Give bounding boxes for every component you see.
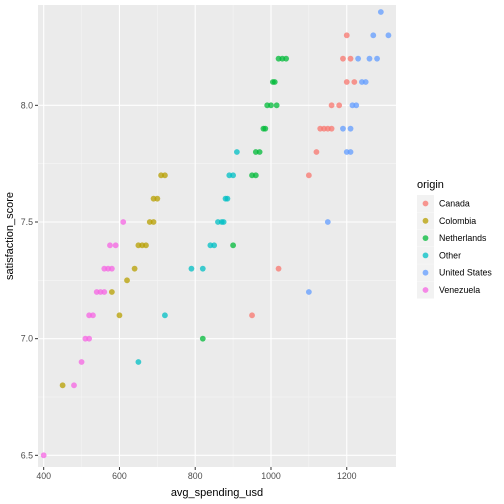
legend-label-colombia: Colombia [439,216,476,226]
point-united-states [324,219,331,225]
point-netherlands [269,79,276,85]
point-colombia [150,219,157,225]
legend-swatch-netherlands [422,235,429,242]
point-colombia [124,277,130,284]
point-venezuela [78,359,85,365]
point-venezuela [101,289,108,295]
point-colombia [162,172,168,179]
point-venezuela [107,242,113,249]
y-tick-label: 7.5 [21,217,33,227]
point-united-states [370,32,377,39]
legend: origin Canada Colombia Netherlands Other Uni… [417,179,492,299]
point-other [162,312,168,319]
point-colombia [143,242,149,249]
point-netherlands [262,125,269,132]
legend-label-other: Other [439,250,461,260]
point-other [233,149,240,155]
point-netherlands [230,242,237,249]
x-tick-label: 800 [188,471,203,481]
point-netherlands [268,102,274,109]
point-other [188,265,195,272]
point-united-states [355,55,362,62]
legend-label-netherlands: Netherlands [439,233,487,243]
x-tick-label: 400 [36,471,51,481]
x-tick-label: 1000 [261,471,281,481]
y-tick-label: 8.0 [21,100,33,110]
point-other [224,195,231,202]
x-axis-ticks: 400 600 800 1000 1200 [36,467,357,481]
point-canada [313,149,320,155]
legend-swatch-united-states [422,269,429,276]
point-venezuela [108,265,115,272]
point-canada [305,172,312,179]
point-united-states [374,55,380,62]
point-canada [351,79,358,85]
point-netherlands [283,55,290,62]
point-netherlands [199,335,206,342]
point-netherlands [273,102,280,109]
point-other [211,242,218,249]
point-venezuela [86,335,93,342]
point-other [220,219,227,225]
point-canada [275,265,282,272]
x-axis-title: avg_spending_usd [171,487,263,499]
point-united-states [340,125,346,132]
legend-swatch-venezuela [422,287,429,293]
point-united-states [362,79,369,85]
point-colombia [108,289,115,295]
point-colombia [116,312,123,319]
y-tick-label: 6.5 [21,450,33,460]
legend-label-united-states: United States [439,268,492,278]
point-united-states [353,102,360,109]
point-venezuela [120,219,127,225]
point-canada [336,102,343,109]
point-united-states [305,289,312,295]
point-netherlands [252,172,259,179]
point-venezuela [90,312,96,319]
legend-swatch-other [422,252,429,259]
point-united-states [385,32,392,39]
point-colombia [154,195,161,202]
y-tick-label: 7.0 [21,334,33,344]
point-canada [343,32,350,39]
y-axis-title: satisfaction_score [4,192,16,280]
y-axis-ticks: 6.5 7.0 7.5 8.0 [21,100,38,460]
point-other [135,359,142,365]
point-canada [347,55,354,62]
point-united-states [366,55,373,62]
point-united-states [347,125,354,132]
legend-swatch-canada [422,200,429,207]
grid-minor [38,5,396,467]
point-canada [340,55,346,62]
legend-swatch-colombia [422,217,429,224]
point-canada [249,312,255,319]
data-points [40,9,392,459]
x-tick-label: 1200 [337,471,357,481]
point-venezuela [71,382,77,389]
point-other [230,172,237,179]
point-venezuela [112,242,119,249]
x-tick-label: 600 [112,471,127,481]
point-other [199,265,206,272]
point-venezuela [40,452,47,459]
point-canada [328,102,335,109]
point-united-states [377,9,384,15]
point-canada [328,125,335,132]
point-canada [343,79,350,85]
legend-label-canada: Canada [439,199,470,209]
plot-panel [38,5,396,467]
point-colombia [131,265,138,272]
point-united-states [347,149,354,155]
point-colombia [59,382,66,389]
legend-title: origin [417,179,444,191]
legend-label-venezuela: Venezuela [439,285,480,295]
point-netherlands [256,149,263,155]
